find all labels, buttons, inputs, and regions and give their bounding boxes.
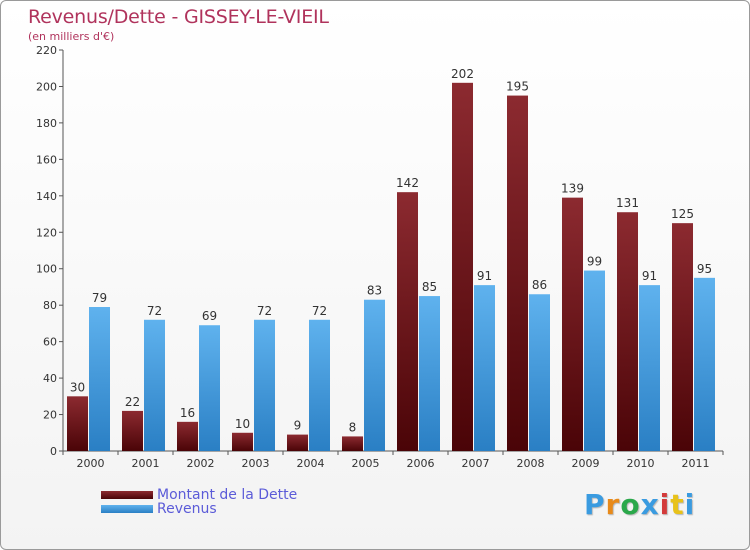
value-labels-group: 30 22 16 10 9 8 142 202 195 139 131 125 79 72 69 72 72 83…: [70, 67, 712, 435]
bar-revenue: [474, 285, 495, 451]
axes: 0 20 40 60 80 100 120 140 160 180 200 220 2000 2001 20…: [36, 44, 724, 470]
value-label-debt: 9: [294, 419, 302, 433]
value-label-debt: 139: [561, 182, 584, 196]
legend-swatch-revenue: [101, 505, 153, 513]
value-label-revenue: 99: [587, 255, 602, 269]
y-tick-label: 120: [36, 226, 57, 239]
x-tick-label: 2007: [462, 457, 490, 470]
legend-label-debt: Montant de la Dette: [157, 487, 298, 503]
value-label-debt: 131: [616, 196, 639, 210]
chart-title: Revenus/Dette - GISSEY-LE-VIEIL: [28, 6, 329, 28]
logo-letter: r: [605, 488, 621, 521]
value-label-debt: 22: [125, 395, 140, 409]
bar-debt: [232, 432, 253, 451]
x-tick-label: 2006: [407, 457, 435, 470]
bar-debt: [507, 95, 528, 452]
y-tick-label: 60: [43, 336, 57, 349]
logo-letter: o: [620, 488, 641, 521]
bar-debt: [67, 396, 88, 451]
bar-revenue: [144, 319, 165, 451]
y-tick-label: 220: [36, 44, 57, 57]
bar-debt: [177, 421, 198, 451]
logo-letter: x: [640, 488, 660, 521]
value-label-revenue: 83: [367, 284, 382, 298]
x-tick-label: 2008: [517, 457, 545, 470]
bar-revenue: [364, 299, 385, 451]
bar-debt: [672, 223, 693, 451]
logo-letter: i: [684, 488, 696, 521]
y-tick-label: 140: [36, 190, 57, 203]
value-label-debt: 125: [671, 207, 694, 221]
legend-item-revenue: Revenus: [101, 501, 217, 517]
bar-revenue: [254, 319, 275, 451]
value-label-debt: 30: [70, 380, 85, 394]
bar-debt: [562, 197, 583, 451]
legend-item-debt: Montant de la Dette: [101, 487, 298, 503]
bar-debt: [397, 192, 418, 451]
x-tick-label: 2000: [77, 457, 105, 470]
logo-letter: t: [670, 488, 685, 521]
logo-letter: i: [659, 488, 671, 521]
value-label-revenue: 95: [697, 262, 712, 276]
y-tick-label: 0: [50, 445, 57, 458]
bar-revenue: [584, 270, 605, 451]
value-label-revenue: 91: [642, 269, 657, 283]
value-label-revenue: 86: [532, 278, 547, 292]
bar-debt: [452, 82, 473, 452]
y-tick-label: 180: [36, 117, 57, 130]
y-tick-label: 100: [36, 263, 57, 276]
y-tick-label: 160: [36, 153, 57, 166]
value-label-revenue: 85: [422, 280, 437, 294]
value-label-revenue: 69: [202, 309, 217, 323]
bar-debt: [122, 410, 143, 451]
x-tick-label: 2009: [572, 457, 600, 470]
chart-subtitle: (en milliers d'€): [28, 30, 115, 43]
value-label-debt: 202: [451, 67, 474, 81]
bars-group: [67, 82, 715, 452]
value-label-debt: 10: [235, 417, 250, 431]
value-label-revenue: 79: [92, 291, 107, 305]
value-label-debt: 8: [349, 420, 357, 434]
value-label-debt: 142: [396, 176, 419, 190]
y-tick-label: 40: [43, 372, 57, 385]
bar-revenue: [419, 296, 440, 451]
y-tick-label: 80: [43, 299, 57, 312]
bar-debt: [342, 436, 363, 451]
logo-letter: P: [584, 488, 606, 521]
y-tick-label: 20: [43, 409, 57, 422]
value-label-revenue: 72: [312, 304, 327, 318]
x-tick-label: 2005: [352, 457, 380, 470]
bar-revenue: [199, 325, 220, 451]
value-label-debt: 195: [506, 80, 529, 94]
value-label-revenue: 72: [257, 304, 272, 318]
bar-revenue: [89, 307, 110, 451]
x-tick-label: 2002: [187, 457, 215, 470]
bar-revenue: [529, 294, 550, 451]
bar-revenue: [639, 285, 660, 451]
x-tick-label: 2003: [242, 457, 270, 470]
x-tick-label: 2001: [132, 457, 160, 470]
proxiti-logo: Proxiti: [584, 488, 695, 521]
bar-revenue: [309, 319, 330, 451]
legend-swatch-debt: [101, 491, 153, 499]
bar-debt: [287, 434, 308, 451]
x-tick-label: 2004: [297, 457, 325, 470]
bar-revenue: [694, 277, 715, 451]
y-tick-label: 200: [36, 80, 57, 93]
bar-debt: [617, 212, 638, 451]
x-tick-label: 2010: [627, 457, 655, 470]
value-label-revenue: 91: [477, 269, 492, 283]
legend-label-revenue: Revenus: [157, 501, 217, 517]
value-label-debt: 16: [180, 406, 195, 420]
x-tick-label: 2011: [682, 457, 710, 470]
value-label-revenue: 72: [147, 304, 162, 318]
